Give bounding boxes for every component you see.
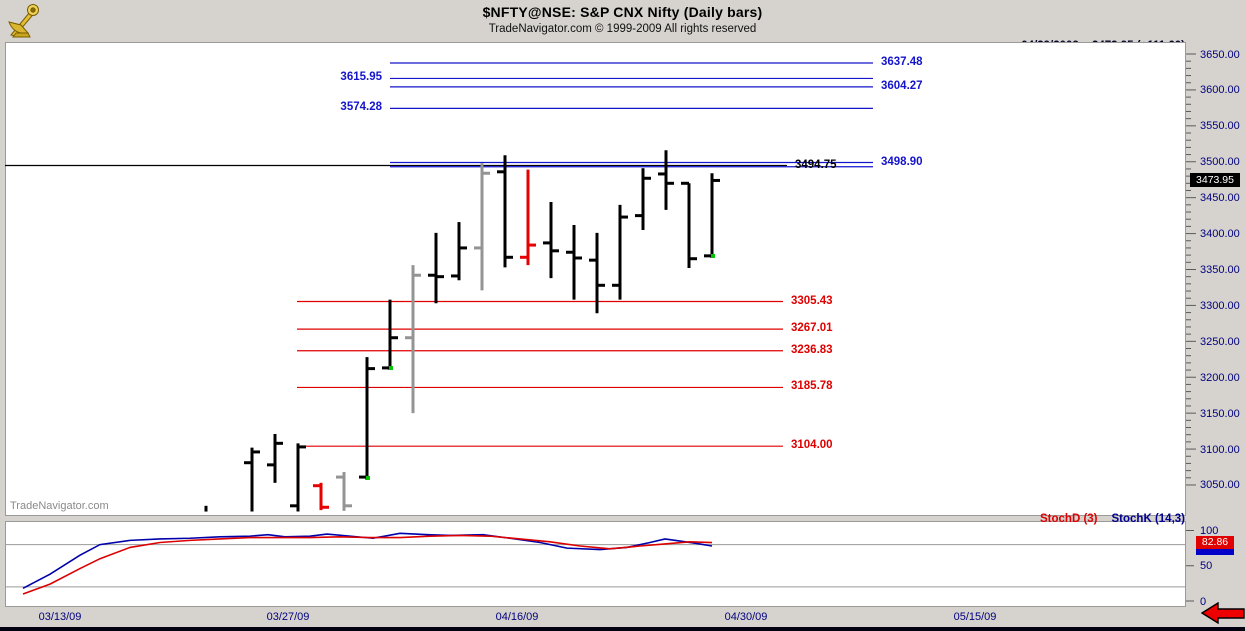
ohlc-bar: [428, 232, 444, 304]
green-signal-dot: [366, 475, 370, 480]
ohlc-bar: [681, 181, 697, 269]
price-tick-label: 3150.00: [1200, 407, 1240, 420]
bottom-border-bar: [0, 627, 1245, 631]
black-level-label: 3494.75: [795, 158, 837, 171]
stoch-tick-label: 100: [1200, 525, 1219, 537]
chart-title: $NFTY@NSE: S&P CNX Nifty (Daily bars): [482, 4, 763, 20]
ohlc-bar: [589, 232, 605, 314]
red-level-label: 3236.83: [791, 343, 833, 356]
stoch-curve-k: [22, 532, 713, 590]
price-tick-label: 3300.00: [1200, 299, 1240, 312]
price-tick-label: 3250.00: [1200, 335, 1240, 348]
price-tick-label: 3550.00: [1200, 120, 1240, 133]
price-axis-ticks: [1186, 53, 1196, 486]
stoch-tick-label: 50: [1200, 560, 1213, 573]
ohlc-bar: [635, 168, 651, 230]
blue-level-label: 3574.28: [340, 101, 382, 114]
ohlc-bar: [359, 357, 375, 480]
stoch-tick-label: 0: [1200, 595, 1207, 608]
stochastic-axis-ticks: [1186, 530, 1194, 602]
ohlc-bar: [267, 433, 283, 483]
price-tick-label: 3650.00: [1200, 48, 1240, 61]
stochastic-pane[interactable]: [5, 521, 1186, 607]
date-label: 03/27/09: [266, 611, 310, 623]
current-price-marker: 3473.95: [1190, 173, 1240, 188]
ohlc-bar: [658, 150, 674, 210]
price-tick-label: 3450.00: [1200, 192, 1240, 205]
date-label: 04/16/09: [495, 611, 539, 623]
stochastic-axis: 82.86 100 50 0: [1186, 521, 1245, 608]
price-tick-label: 3400.00: [1200, 228, 1240, 241]
red-level-label: 3185.78: [791, 380, 833, 393]
scroll-to-end-arrow-button[interactable]: [1200, 601, 1245, 625]
ohlc-bar: [543, 201, 559, 279]
date-label: 04/30/09: [724, 611, 768, 623]
ohlc-bar: [405, 265, 421, 414]
copyright-line: TradeNavigator.com © 1999-2009 All right…: [488, 23, 757, 35]
price-tick-label: 3100.00: [1200, 443, 1240, 456]
price-tick-label: 3500.00: [1200, 156, 1240, 169]
ohlc-bar: [566, 224, 582, 300]
price-chart-pane[interactable]: TradeNavigator.com: [5, 42, 1186, 516]
stochd-value-box: 82.86: [1196, 536, 1234, 549]
ohlc-bar: [382, 299, 398, 371]
stochk-legend-label: StochK (14,3): [1111, 513, 1186, 525]
green-signal-dot: [389, 366, 393, 371]
stochd-legend-label: StochD (3): [1040, 513, 1098, 525]
stoch-curve-d: [22, 534, 713, 595]
blue-level-label: 3615.95: [340, 71, 382, 84]
stochastic-legend: StochD (3) StochK (14,3): [1040, 513, 1185, 525]
price-tick-label: 3350.00: [1200, 263, 1240, 276]
red-level-label: 3305.43: [791, 294, 833, 307]
blue-level-label: 3604.27: [881, 79, 923, 92]
ohlc-bar: [612, 204, 628, 300]
ohlc-bar: [451, 222, 467, 281]
watermark: TradeNavigator.com: [10, 500, 109, 512]
ohlc-bar: [704, 173, 720, 258]
price-chart-canvas: [5, 62, 873, 512]
date-label: 05/15/09: [953, 611, 997, 623]
ohlc-bar: [290, 443, 306, 512]
stochastic-canvas: [5, 532, 1186, 595]
tradenavigator-logo: [4, 2, 44, 39]
price-tick-label: 3600.00: [1200, 84, 1240, 97]
date-axis: 03/13/09 03/27/09 04/16/09 04/30/09 05/15/09: [0, 607, 1245, 627]
ohlc-bar: [474, 163, 490, 291]
ohlc-bar: [336, 472, 352, 511]
blue-level-label: 3498.90: [881, 155, 923, 168]
red-level-label: 3267.01: [791, 322, 833, 335]
price-tick-label: 3200.00: [1200, 371, 1240, 384]
ohlc-bar: [520, 169, 536, 266]
date-label: 03/13/09: [38, 611, 82, 623]
left-arrow-icon: [1200, 601, 1245, 625]
ohlc-bar: [313, 482, 329, 511]
blue-level-label: 3637.48: [881, 55, 923, 68]
red-level-label: 3104.00: [791, 439, 833, 452]
green-signal-dot: [711, 253, 715, 258]
ohlc-bar: [497, 155, 513, 268]
price-axis: 3473.95 3650.00 3600.00 3550.00 3500.00 3450…: [1186, 42, 1245, 516]
ohlc-bar: [244, 447, 260, 512]
stochk-value-box: [1196, 549, 1234, 555]
price-tick-label: 3050.00: [1200, 479, 1240, 492]
